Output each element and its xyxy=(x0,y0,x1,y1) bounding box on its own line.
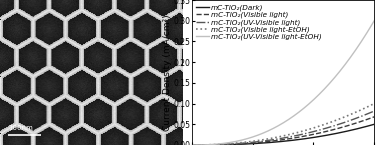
Line: mC-TiO₂(UV-Visible light): mC-TiO₂(UV-Visible light) xyxy=(192,111,374,145)
mC-TiO₂(Dark) xyxy=(189,144,194,145)
Line: mC-TiO₂(Visible light-EtOH): mC-TiO₂(Visible light-EtOH) xyxy=(192,104,374,145)
Line: mC-TiO₂(Visible light): mC-TiO₂(Visible light) xyxy=(192,117,374,145)
mC-TiO₂(Dark) xyxy=(339,132,344,133)
mC-TiO₂(Visible light) xyxy=(189,144,194,145)
mC-TiO₂(Visible light) xyxy=(276,139,280,141)
mC-TiO₂(Visible light) xyxy=(339,127,344,128)
mC-TiO₂(UV-Visible light-EtOH) xyxy=(189,144,194,145)
mC-TiO₂(UV-Visible light) xyxy=(276,138,280,140)
mC-TiO₂(Visible light-EtOH) xyxy=(339,117,344,119)
mC-TiO₂(UV-Visible light-EtOH) xyxy=(276,125,280,127)
mC-TiO₂(Visible light) xyxy=(367,118,372,119)
Line: mC-TiO₂(Dark): mC-TiO₂(Dark) xyxy=(192,124,374,145)
mC-TiO₂(UV-Visible light) xyxy=(298,134,303,136)
mC-TiO₂(Dark) xyxy=(298,138,303,140)
mC-TiO₂(Visible light-EtOH) xyxy=(288,133,293,135)
Text: 100nm: 100nm xyxy=(8,125,33,131)
mC-TiO₂(Dark) xyxy=(277,141,282,143)
mC-TiO₂(UV-Visible light-EtOH) xyxy=(288,117,293,119)
mC-TiO₂(UV-Visible light-EtOH) xyxy=(367,27,372,29)
mC-TiO₂(Dark) xyxy=(276,141,280,143)
mC-TiO₂(UV-Visible light) xyxy=(288,136,293,138)
mC-TiO₂(Dark) xyxy=(288,140,293,141)
mC-TiO₂(Visible light) xyxy=(298,136,303,138)
mC-TiO₂(Visible light-EtOH) xyxy=(367,105,372,107)
mC-TiO₂(Visible light-EtOH) xyxy=(277,136,282,138)
mC-TiO₂(Visible light-EtOH) xyxy=(189,144,194,145)
mC-TiO₂(Visible light) xyxy=(277,139,282,141)
mC-TiO₂(Dark) xyxy=(372,123,376,125)
mC-TiO₂(Visible light) xyxy=(288,138,293,139)
mC-TiO₂(UV-Visible light) xyxy=(367,112,372,114)
Y-axis label: Current Density (mA/cm²): Current Density (mA/cm²) xyxy=(163,14,172,131)
mC-TiO₂(Dark) xyxy=(367,125,372,126)
mC-TiO₂(UV-Visible light) xyxy=(372,110,376,112)
mC-TiO₂(Visible light-EtOH) xyxy=(372,103,376,104)
mC-TiO₂(UV-Visible light) xyxy=(277,138,282,139)
mC-TiO₂(Visible light) xyxy=(372,116,376,118)
mC-TiO₂(UV-Visible light-EtOH) xyxy=(372,20,376,22)
mC-TiO₂(UV-Visible light) xyxy=(189,144,194,145)
mC-TiO₂(Visible light-EtOH) xyxy=(276,136,280,138)
mC-TiO₂(UV-Visible light-EtOH) xyxy=(339,69,344,70)
Legend: mC-TiO₂(Dark), mC-TiO₂(Visible light), mC-TiO₂(UV-Visible light), mC-TiO₂(Visibl: mC-TiO₂(Dark), mC-TiO₂(Visible light), m… xyxy=(195,4,323,41)
mC-TiO₂(UV-Visible light-EtOH) xyxy=(277,124,282,126)
Line: mC-TiO₂(UV-Visible light-EtOH): mC-TiO₂(UV-Visible light-EtOH) xyxy=(192,21,374,145)
mC-TiO₂(Visible light-EtOH) xyxy=(298,131,303,133)
mC-TiO₂(UV-Visible light) xyxy=(339,123,344,124)
mC-TiO₂(UV-Visible light-EtOH) xyxy=(298,110,303,112)
